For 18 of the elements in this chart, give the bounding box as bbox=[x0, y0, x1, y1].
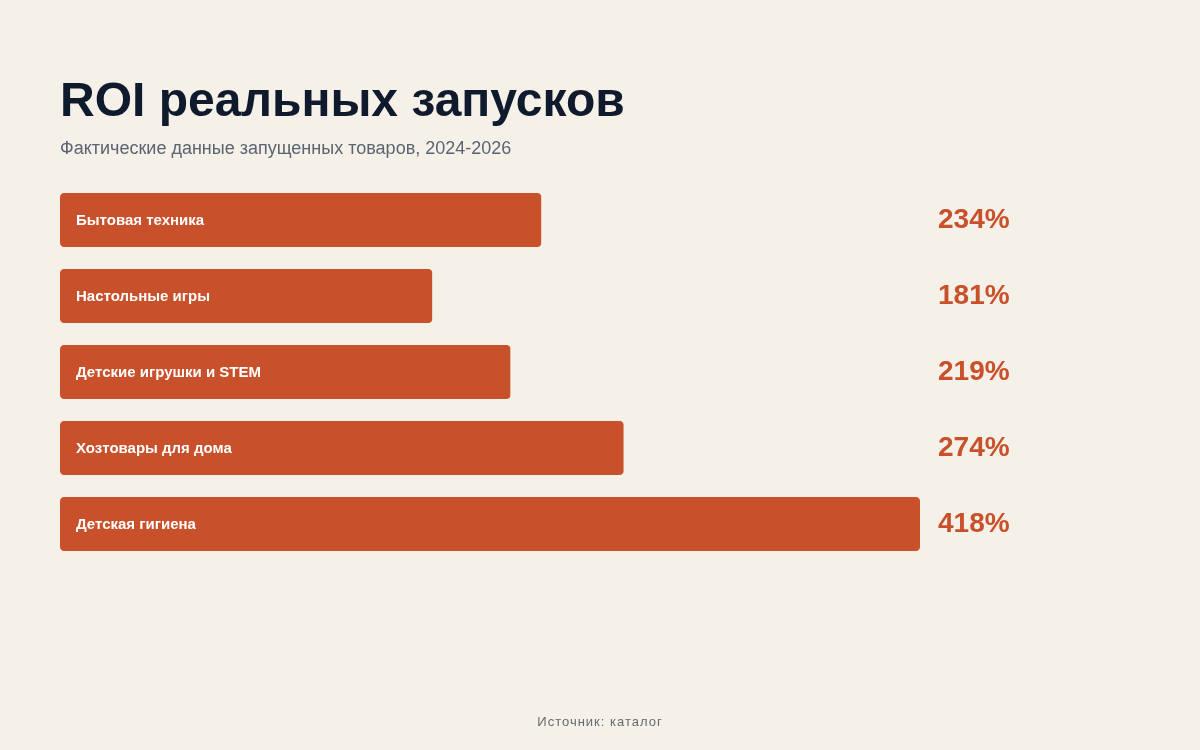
data-label: 181% bbox=[938, 279, 1010, 310]
chart-subtitle: Фактические данные запущенных товаров, 2024-2026 bbox=[60, 138, 512, 158]
data-label: 418% bbox=[938, 507, 1010, 538]
data-label: 219% bbox=[938, 355, 1010, 386]
bar bbox=[60, 193, 542, 247]
y-tick-label: Детская гигиена bbox=[76, 515, 197, 532]
y-tick-label: Настольные игры bbox=[76, 287, 211, 304]
y-tick-label: Хозтовары для дома bbox=[76, 439, 233, 456]
y-tick-label: Бытовая техника bbox=[76, 211, 205, 228]
y-tick-label: Детские игрушки и STEM bbox=[76, 363, 261, 380]
data-label: 234% bbox=[938, 203, 1010, 234]
chart-title: ROI реальных запусков bbox=[60, 73, 625, 126]
data-label: 274% bbox=[938, 431, 1010, 462]
bar bbox=[60, 497, 920, 551]
bar bbox=[60, 269, 433, 323]
bar bbox=[60, 345, 511, 399]
bar bbox=[60, 421, 624, 475]
text: Источник: каталог bbox=[536, 714, 664, 729]
